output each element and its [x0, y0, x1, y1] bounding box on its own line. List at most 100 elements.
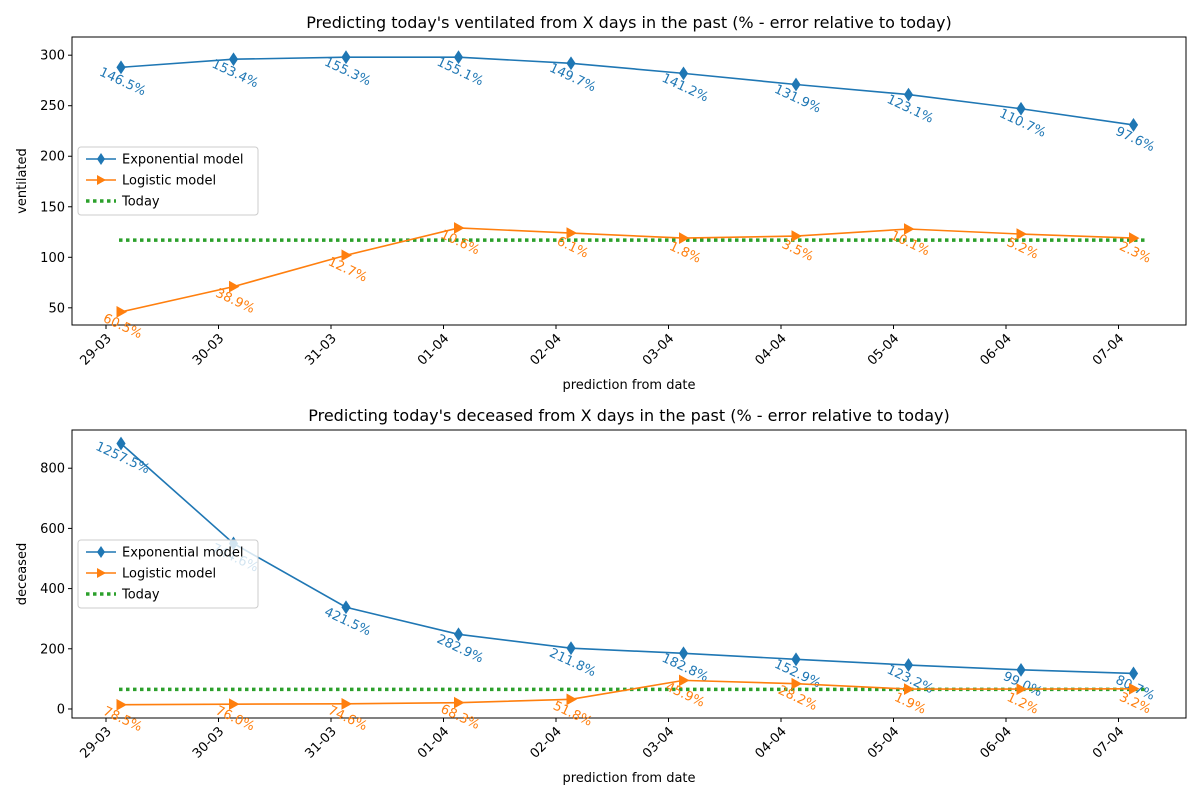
legend-swatch-diamond [97, 546, 105, 558]
x-tick-label: 01-04 [415, 724, 452, 761]
logistic-point [904, 223, 915, 235]
logistic-data-label: 1.9% [892, 690, 928, 718]
y-axis-label: ventilated [15, 148, 30, 214]
exponential-point [341, 600, 351, 615]
exponential-point [1128, 666, 1139, 681]
logistic-point [1016, 228, 1028, 240]
x-tick-label: 02-04 [528, 331, 565, 368]
ventilated-chart: Predicting today's ventilated from X day… [15, 13, 1187, 393]
legend-entry: Exponential model [122, 546, 244, 561]
exponential-point [453, 50, 464, 65]
logistic-data-label: 2.3% [1117, 239, 1153, 267]
x-tick-label: 07-04 [1090, 331, 1127, 368]
logistic-point [229, 280, 240, 293]
x-axis-label: prediction from date [562, 378, 695, 393]
x-tick-label: 04-04 [753, 331, 790, 368]
exponential-point [903, 658, 914, 672]
exponential-point [903, 87, 914, 102]
legend-entry: Logistic model [122, 174, 216, 189]
exponential-point [566, 641, 576, 656]
x-tick-label: 01-04 [415, 331, 452, 368]
exponential-line [120, 56, 1134, 126]
exponential-point [116, 436, 126, 451]
x-tick-label: 29-03 [78, 724, 115, 761]
exponential-point [116, 60, 126, 75]
y-tick-label: 300 [40, 49, 65, 64]
logistic-point [791, 230, 803, 242]
logistic-point [566, 227, 578, 239]
exponential-point [341, 50, 351, 65]
logistic-point [454, 222, 465, 234]
x-tick-label: 03-04 [640, 331, 677, 368]
x-tick-label: 29-03 [78, 331, 115, 368]
logistic-line [120, 227, 1134, 313]
y-tick-label: 150 [40, 200, 65, 215]
y-tick-label: 0 [57, 702, 65, 717]
legend-entry: Today [121, 588, 160, 603]
logistic-point [1129, 232, 1140, 244]
x-tick-label: 07-04 [1090, 724, 1127, 761]
y-tick-label: 200 [40, 150, 65, 165]
exponential-point [791, 652, 801, 667]
logistic-data-label: 51.8% [551, 699, 595, 730]
x-tick-label: 04-04 [753, 724, 790, 761]
exponential-point [791, 77, 801, 92]
legend-swatch-triangle [97, 175, 106, 185]
logistic-data-label: 3.5% [779, 237, 815, 265]
exponential-point [1016, 662, 1026, 677]
logistic-data-label: 10.1% [888, 228, 932, 259]
logistic-data-label: 6.1% [554, 234, 590, 262]
x-tick-label: 05-04 [865, 724, 902, 761]
logistic-point [904, 683, 915, 695]
y-tick-label: 800 [40, 462, 65, 477]
chart-title: Predicting today's deceased from X days … [308, 406, 950, 425]
y-axis-label: deceased [15, 543, 30, 605]
x-tick-label: 30-03 [190, 331, 227, 368]
plot-frame [71, 36, 1187, 326]
logistic-data-label: 1.8% [667, 239, 703, 267]
x-tick-label: 06-04 [978, 724, 1015, 761]
exponential-point [678, 66, 689, 81]
exponential-point [678, 646, 689, 661]
legend: Exponential model Logistic model Today [77, 146, 259, 216]
legend-entry: Exponential model [122, 153, 244, 168]
logistic-data-label: 45.9% [663, 680, 707, 711]
x-tick-label: 06-04 [978, 331, 1015, 368]
logistic-point [454, 696, 465, 709]
logistic-point [679, 674, 690, 687]
logistic-data-label: 12.7% [326, 255, 370, 286]
logistic-point [341, 249, 353, 262]
logistic-point [1129, 682, 1140, 695]
x-tick-label: 05-04 [865, 331, 902, 368]
y-tick-label: 100 [40, 251, 65, 266]
y-tick-label: 50 [48, 301, 65, 316]
y-tick-label: 200 [40, 642, 65, 657]
x-tick-label: 30-03 [190, 724, 227, 761]
plot-frame [71, 429, 1187, 719]
legend: Exponential model Logistic model Today [77, 539, 259, 609]
logistic-point [229, 698, 240, 711]
legend-entry: Today [121, 195, 160, 210]
exponential-point [1016, 101, 1026, 116]
logistic-line [120, 679, 1134, 706]
exponential-point [228, 52, 239, 67]
logistic-data-label: 38.9% [213, 286, 257, 317]
logistic-point [791, 677, 803, 690]
legend-box [77, 539, 259, 609]
logistic-point [679, 232, 690, 244]
logistic-point [116, 306, 128, 318]
exponential-point [566, 56, 576, 71]
y-tick-label: 600 [40, 522, 65, 537]
logistic-point [116, 698, 128, 711]
legend-box [77, 146, 259, 216]
deceased-chart: Predicting today's deceased from X days … [15, 406, 1187, 786]
legend-swatch-diamond [97, 153, 105, 165]
x-tick-label: 02-04 [528, 724, 565, 761]
legend-swatch-triangle [97, 568, 106, 578]
exponential-point [453, 627, 464, 642]
logistic-point [566, 693, 578, 706]
y-tick-label: 250 [40, 99, 65, 114]
legend-entry: Logistic model [122, 567, 216, 582]
x-tick-label: 31-03 [303, 331, 340, 368]
